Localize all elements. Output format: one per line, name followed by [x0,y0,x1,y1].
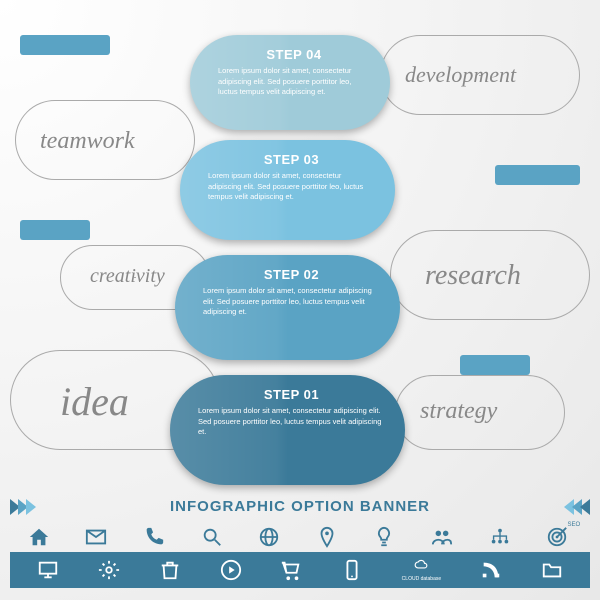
step-cloud-03: STEP 03 Lorem ipsum dolor sit amet, cons… [180,140,395,240]
trash-icon[interactable] [159,559,181,581]
ribbon [20,220,90,240]
step-body: Lorem ipsum dolor sit amet, consectetur … [198,406,385,438]
seo-label: SEO [567,522,580,528]
org-chart-icon[interactable] [489,526,511,548]
keyword-idea: idea [60,378,129,425]
banner-title: INFOGRAPHIC OPTION BANNER [34,498,566,515]
cart-icon[interactable] [280,559,302,581]
step-cloud-04: STEP 04 Lorem ipsum dolor sit amet, cons… [190,35,390,130]
step-title: STEP 04 [218,47,370,62]
cloud-label: CLOUD database [402,577,441,582]
icon-bar-top: SEO [10,523,590,551]
search-icon[interactable] [201,526,223,548]
step-cloud-02: STEP 02 Lorem ipsum dolor sit amet, cons… [175,255,400,360]
ribbon [495,165,580,185]
bulb-icon[interactable] [373,526,395,548]
keyword-teamwork: teamwork [40,128,135,155]
keyword-strategy: strategy [420,398,497,425]
folder-icon[interactable] [541,559,563,581]
step-body: Lorem ipsum dolor sit amet, consectetur … [203,286,380,318]
pin-icon[interactable] [316,526,338,548]
step-title: STEP 02 [203,267,380,282]
gear-icon[interactable] [98,559,120,581]
ribbon [20,35,110,55]
cloud-icon[interactable]: CLOUD database [402,558,441,582]
mobile-icon[interactable] [341,559,363,581]
keyword-development: development [405,62,516,88]
step-title: STEP 01 [198,387,385,402]
chevron-left-icon [580,499,590,515]
users-icon[interactable] [431,526,453,548]
icon-bar-bottom: CLOUD database [10,552,590,588]
banner-title-row: INFOGRAPHIC OPTION BANNER [10,498,590,515]
globe-icon[interactable] [258,526,280,548]
monitor-icon[interactable] [37,559,59,581]
target-icon[interactable]: SEO [546,526,572,548]
step-cloud-01: STEP 01 Lorem ipsum dolor sit amet, cons… [170,375,405,485]
step-body: Lorem ipsum dolor sit amet, consectetur … [208,171,375,203]
ribbon [460,355,530,375]
play-icon[interactable] [220,559,242,581]
step-body: Lorem ipsum dolor sit amet, consectetur … [218,66,370,98]
keyword-creativity: creativity [90,265,165,288]
mail-icon[interactable] [85,526,107,548]
keyword-research: research [425,260,521,292]
step-title: STEP 03 [208,152,375,167]
phone-icon[interactable] [143,526,165,548]
phone-handset-icon[interactable] [480,559,502,581]
home-icon[interactable] [28,526,50,548]
